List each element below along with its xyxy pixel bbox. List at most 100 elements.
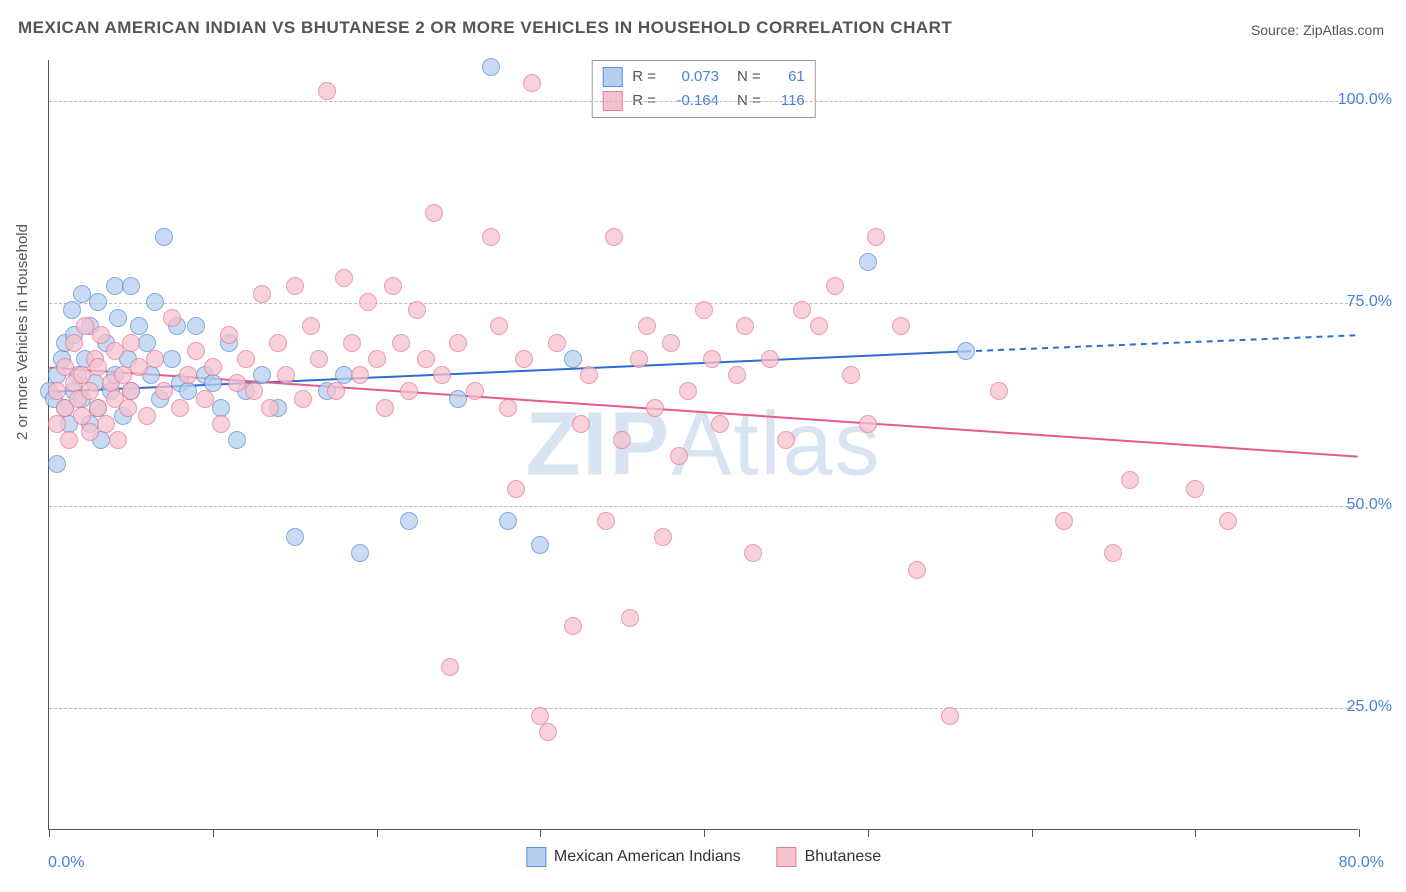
data-point-pink — [515, 350, 533, 368]
data-point-pink — [253, 285, 271, 303]
data-point-pink — [613, 431, 631, 449]
data-point-pink — [572, 415, 590, 433]
data-point-pink — [204, 358, 222, 376]
correlation-legend: R =0.073N =61R =-0.164N =116 — [591, 60, 816, 118]
data-point-pink — [400, 382, 418, 400]
data-point-pink — [302, 317, 320, 335]
data-point-blue — [163, 350, 181, 368]
data-point-blue — [109, 309, 127, 327]
gridline — [49, 101, 1358, 102]
trend-lines — [49, 60, 1358, 829]
data-point-pink — [539, 723, 557, 741]
data-point-pink — [449, 334, 467, 352]
data-point-blue — [63, 301, 81, 319]
data-point-pink — [269, 334, 287, 352]
data-point-pink — [1186, 480, 1204, 498]
trend-line-ext-blue — [965, 335, 1357, 351]
data-point-pink — [89, 358, 107, 376]
data-point-pink — [376, 399, 394, 417]
source-label: Source: ZipAtlas.com — [1251, 22, 1384, 38]
data-point-pink — [138, 407, 156, 425]
data-point-pink — [179, 366, 197, 384]
data-point-pink — [728, 366, 746, 384]
data-point-pink — [392, 334, 410, 352]
data-point-pink — [777, 431, 795, 449]
n-label: N = — [737, 65, 761, 89]
data-point-pink — [425, 204, 443, 222]
data-point-pink — [859, 415, 877, 433]
data-point-blue — [564, 350, 582, 368]
data-point-pink — [384, 277, 402, 295]
data-point-pink — [408, 301, 426, 319]
data-point-pink — [564, 617, 582, 635]
data-point-pink — [908, 561, 926, 579]
y-tick-label: 100.0% — [1338, 91, 1392, 109]
data-point-blue — [351, 544, 369, 562]
data-point-blue — [957, 342, 975, 360]
data-point-pink — [122, 382, 140, 400]
x-tick — [213, 829, 214, 837]
data-point-pink — [482, 228, 500, 246]
data-point-pink — [65, 334, 83, 352]
data-point-pink — [335, 269, 353, 287]
data-point-pink — [48, 415, 66, 433]
data-point-pink — [212, 415, 230, 433]
data-point-pink — [523, 74, 541, 92]
data-point-pink — [793, 301, 811, 319]
x-tick — [704, 829, 705, 837]
data-point-blue — [228, 431, 246, 449]
data-point-pink — [490, 317, 508, 335]
data-point-blue — [73, 285, 91, 303]
data-point-pink — [1121, 471, 1139, 489]
data-point-pink — [318, 82, 336, 100]
data-point-blue — [122, 277, 140, 295]
data-point-blue — [286, 528, 304, 546]
data-point-blue — [48, 455, 66, 473]
data-point-pink — [810, 317, 828, 335]
data-point-pink — [245, 382, 263, 400]
scatter-plot: ZIPAtlas R =0.073N =61R =-0.164N =116 Me… — [48, 60, 1358, 830]
legend-swatch — [777, 847, 797, 867]
data-point-pink — [368, 350, 386, 368]
r-label: R = — [632, 65, 656, 89]
x-tick — [1195, 829, 1196, 837]
legend-swatch — [602, 67, 622, 87]
gridline — [49, 506, 1358, 507]
data-point-blue — [146, 293, 164, 311]
r-value: 0.073 — [664, 65, 719, 89]
y-tick-label: 50.0% — [1347, 496, 1392, 514]
data-point-pink — [466, 382, 484, 400]
data-point-pink — [187, 342, 205, 360]
data-point-pink — [638, 317, 656, 335]
data-point-pink — [163, 309, 181, 327]
data-point-pink — [351, 366, 369, 384]
data-point-pink — [119, 399, 137, 417]
data-point-pink — [417, 350, 435, 368]
data-point-blue — [499, 512, 517, 530]
legend-item-blue: Mexican American Indians — [526, 847, 741, 867]
data-point-pink — [277, 366, 295, 384]
x-tick — [540, 829, 541, 837]
data-point-blue — [179, 382, 197, 400]
x-tick — [377, 829, 378, 837]
data-point-pink — [261, 399, 279, 417]
data-point-pink — [892, 317, 910, 335]
y-tick-label: 75.0% — [1347, 293, 1392, 311]
data-point-pink — [122, 334, 140, 352]
x-tick-label: 0.0% — [48, 854, 84, 872]
data-point-pink — [507, 480, 525, 498]
data-point-pink — [761, 350, 779, 368]
data-point-pink — [646, 399, 664, 417]
data-point-pink — [826, 277, 844, 295]
data-point-pink — [1055, 512, 1073, 530]
data-point-blue — [204, 374, 222, 392]
data-point-pink — [1104, 544, 1122, 562]
data-point-pink — [359, 293, 377, 311]
data-point-pink — [109, 431, 127, 449]
data-point-pink — [343, 334, 361, 352]
legend-label: Mexican American Indians — [554, 848, 741, 866]
data-point-pink — [548, 334, 566, 352]
data-point-pink — [662, 334, 680, 352]
data-point-pink — [220, 326, 238, 344]
data-point-pink — [744, 544, 762, 562]
